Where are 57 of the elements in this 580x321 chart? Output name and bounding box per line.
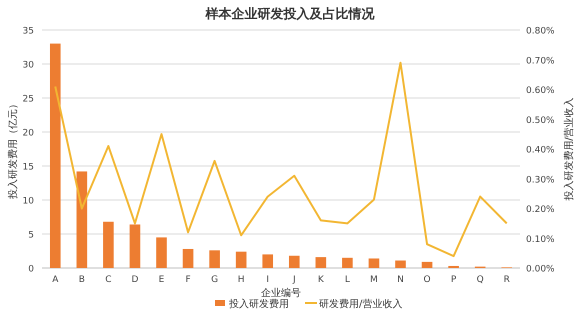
x-tick-label: O xyxy=(424,275,431,285)
x-tick-label: G xyxy=(211,275,218,285)
y-tick-label: 25 xyxy=(22,94,34,104)
x-tick-label: Q xyxy=(476,275,484,285)
x-tick-label: N xyxy=(397,275,404,285)
bar xyxy=(76,171,88,268)
y2-tick-label: 0.80% xyxy=(526,26,556,36)
x-tick-label: R xyxy=(504,275,510,285)
y2-tick-label: 0.00% xyxy=(526,264,556,274)
y2-tick-label: 0.40% xyxy=(526,146,556,156)
bar xyxy=(236,252,246,268)
x-tick-label: E xyxy=(158,275,165,285)
y2-tick-label: 0.50% xyxy=(526,116,556,126)
x-tick-label: L xyxy=(344,275,350,285)
y-tick-label: 30 xyxy=(22,60,34,70)
bar xyxy=(395,260,406,268)
x-tick-label: B xyxy=(78,275,85,285)
x-tick-label: K xyxy=(318,275,325,285)
bar xyxy=(316,257,326,268)
x-tick-label: P xyxy=(450,275,457,285)
x-tick-label: D xyxy=(131,275,138,285)
bar xyxy=(130,224,140,268)
y-tick-label: 5 xyxy=(28,230,34,240)
y2-axis-title: 投入研发费用/营业收入 xyxy=(563,97,575,202)
x-tick-label: J xyxy=(292,275,296,285)
y-tick-label: 15 xyxy=(22,162,34,172)
bar xyxy=(368,258,380,268)
y-tick-label: 20 xyxy=(22,128,34,138)
legend-label: 投入研发费用 xyxy=(228,298,289,310)
bar xyxy=(422,262,432,268)
y2-tick-label: 0.10% xyxy=(526,234,556,245)
bar xyxy=(182,248,194,268)
x-tick-label: C xyxy=(105,275,112,285)
x-tick-label: A xyxy=(52,275,60,285)
bar xyxy=(209,250,220,268)
bar xyxy=(156,237,167,268)
x-tick-label: I xyxy=(266,275,270,285)
x-tick-label: M xyxy=(370,275,378,285)
y-tick-label: 0 xyxy=(28,264,34,274)
y2-tick-label: 0.20% xyxy=(526,205,556,215)
y2-tick-label: 0.30% xyxy=(526,175,556,186)
y-axis-title: 投入研发费用（亿元） xyxy=(7,99,19,200)
y2-tick-label: 0.70% xyxy=(526,56,556,66)
bar xyxy=(342,258,353,268)
chart-title: 样本企业研发投入及占比情况 xyxy=(204,6,376,22)
x-tick-label: F xyxy=(185,275,191,285)
line-series xyxy=(54,62,508,258)
bar xyxy=(262,254,274,268)
y-tick-label: 10 xyxy=(22,196,34,206)
x-axis-title: 企业编号 xyxy=(261,287,301,299)
y-tick-label: 35 xyxy=(22,26,34,36)
legend-label: 研发费用/营业收入 xyxy=(319,298,402,310)
bar xyxy=(103,222,114,268)
bar xyxy=(50,44,61,268)
bar xyxy=(288,256,300,268)
x-tick-label: H xyxy=(238,275,245,285)
y2-tick-label: 0.60% xyxy=(526,86,556,96)
